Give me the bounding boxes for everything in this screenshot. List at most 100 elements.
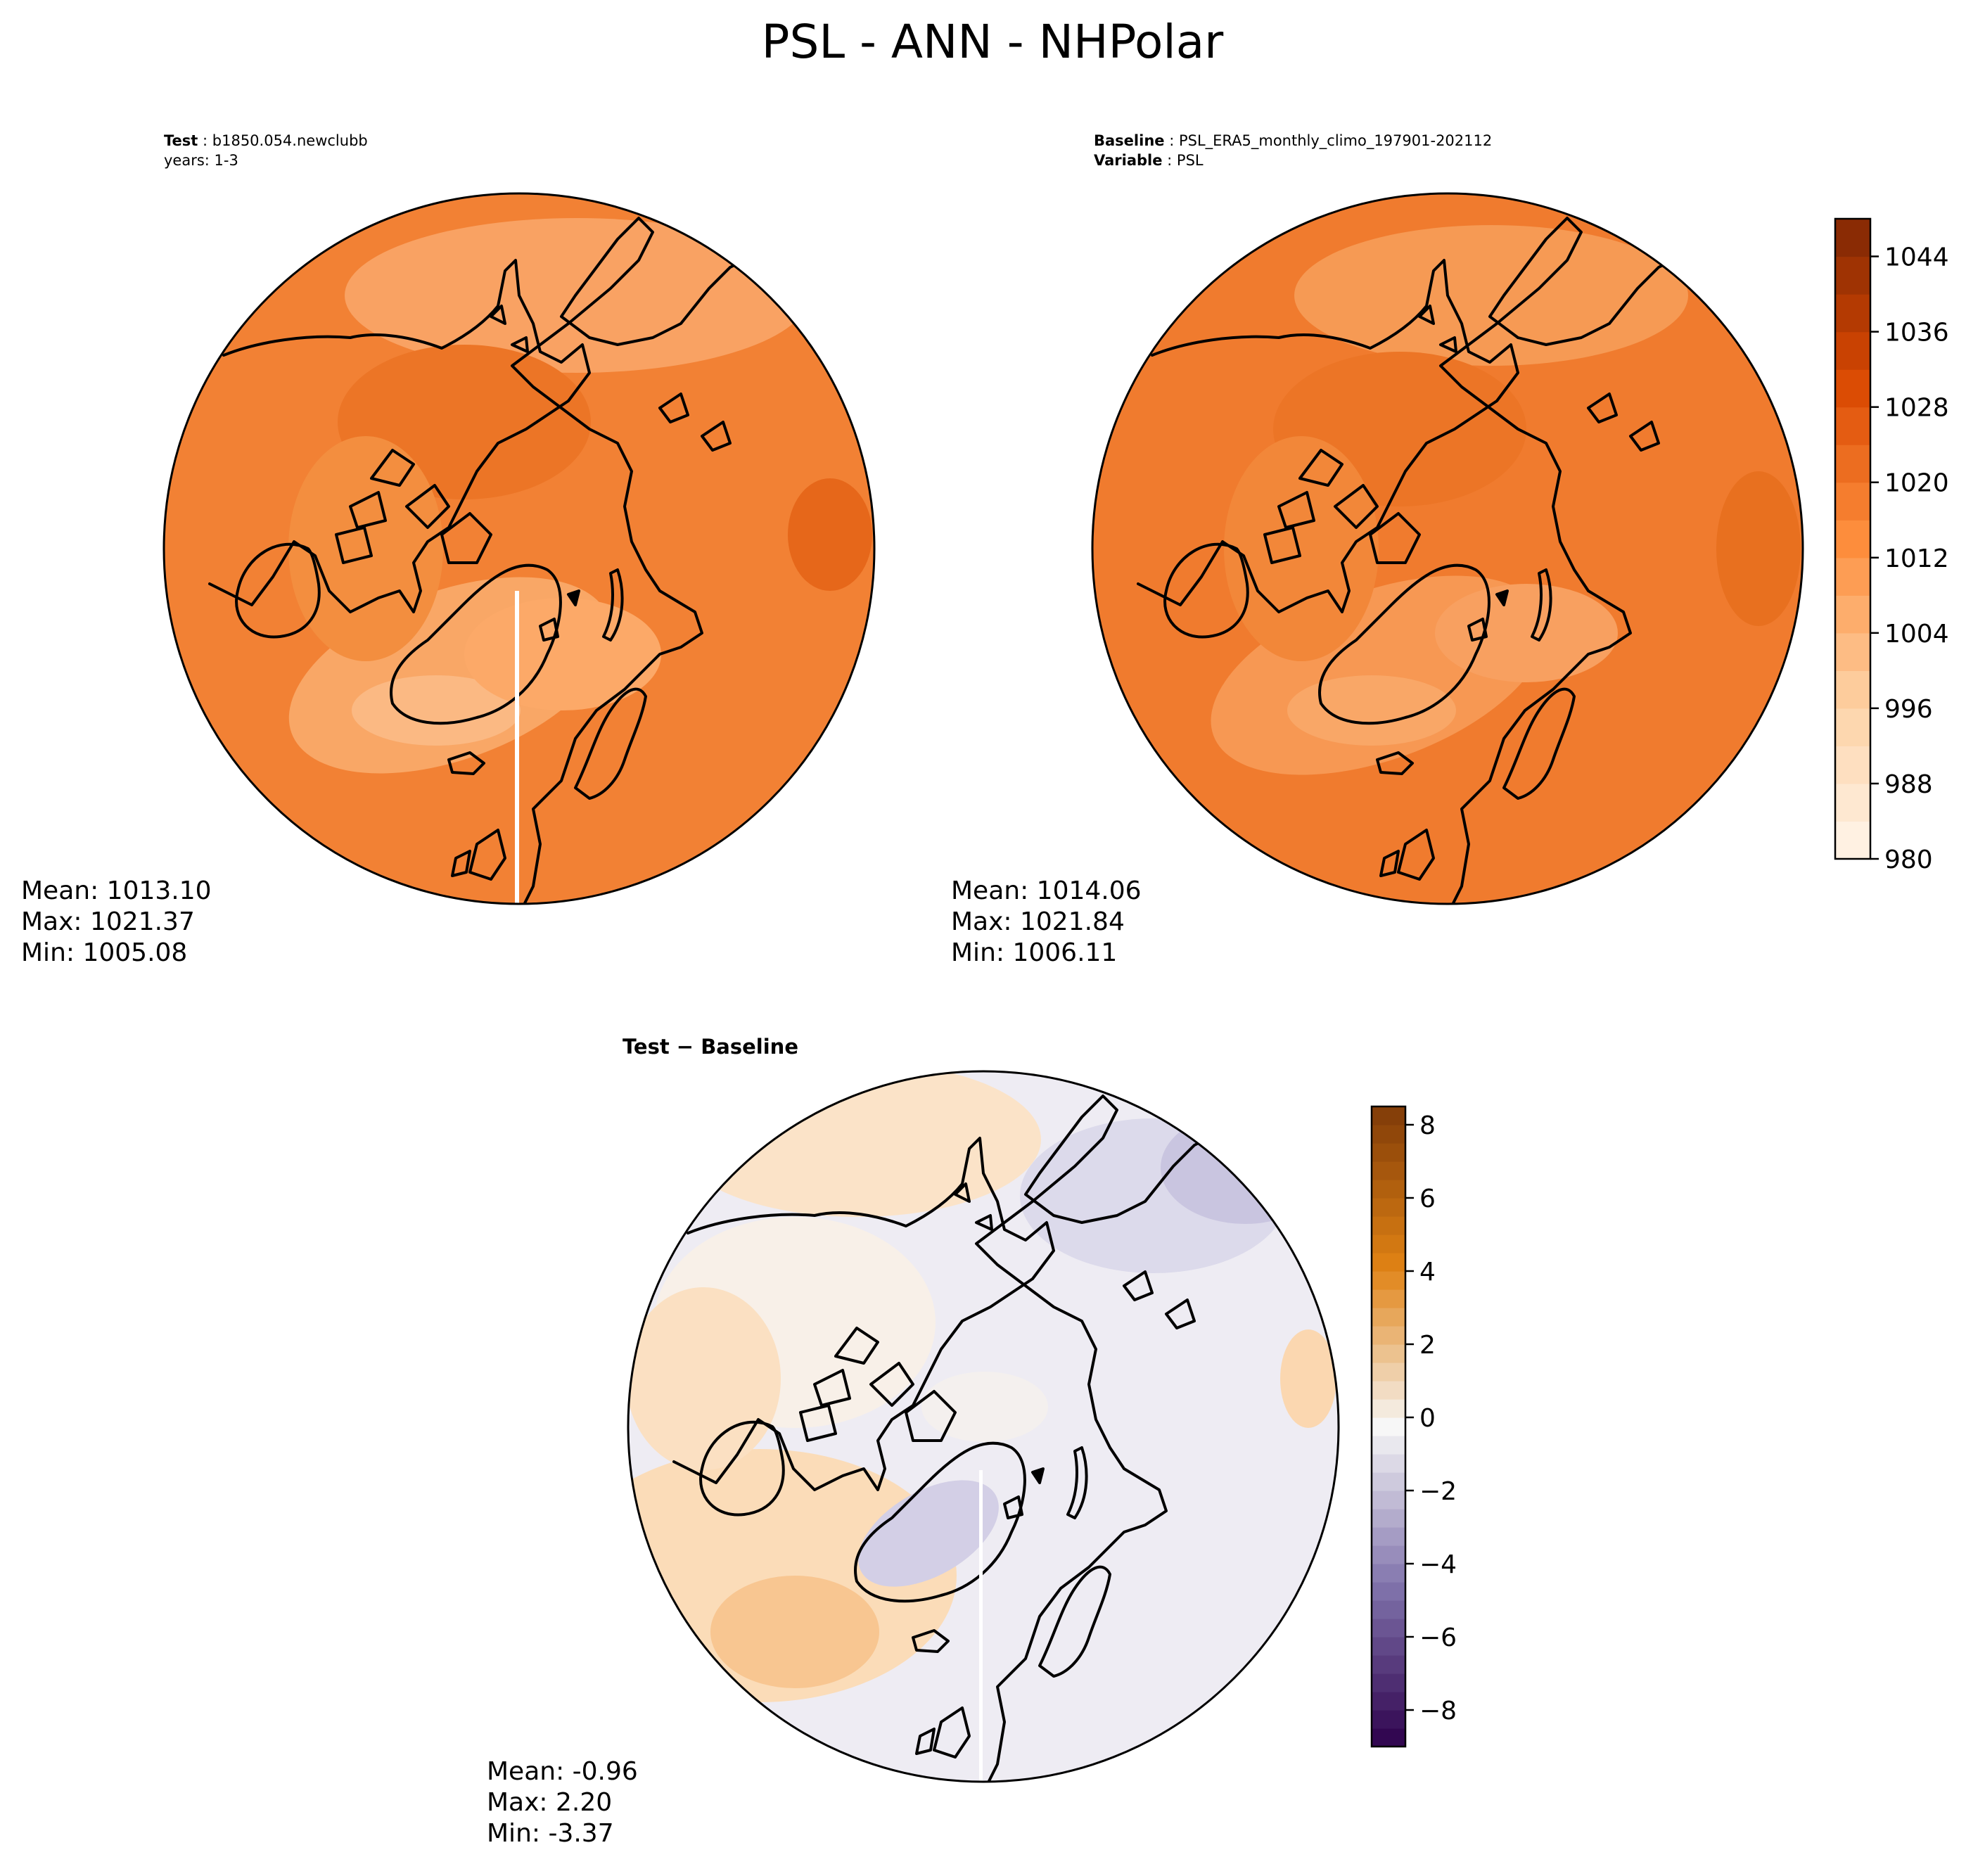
difference-colorbar-tick-label: 8 <box>1419 1111 1436 1140</box>
difference-colorbar-tick-label: 0 <box>1419 1404 1436 1433</box>
baseline-colorbar-level <box>1835 783 1870 822</box>
difference-colorbar-level <box>1372 1582 1405 1601</box>
difference-colorbar-level <box>1372 1655 1405 1674</box>
difference-colorbar-level <box>1372 1454 1405 1473</box>
figure-title: PSL - ANN - NHPolar <box>762 15 1225 69</box>
baseline-colorbar-tick-label: 1012 <box>1884 544 1949 573</box>
baseline-colorbar-level <box>1835 256 1870 295</box>
difference-colorbar-level <box>1372 1564 1405 1583</box>
difference-colorbar-level <box>1372 1161 1405 1180</box>
difference-colorbar-frame <box>1370 1105 1407 1748</box>
baseline-colorbar-level <box>1835 219 1870 257</box>
baseline-colorbar-level <box>1835 670 1870 709</box>
difference-colorbar-level <box>1372 1180 1405 1199</box>
difference-colorbar-level <box>1372 1436 1405 1455</box>
difference-seam <box>979 1470 983 1782</box>
baseline-colorbar-tick-label: 1004 <box>1884 620 1949 649</box>
difference-label: Test − Baseline <box>623 1035 798 1059</box>
difference-colorbar-level <box>1372 1326 1405 1345</box>
difference-colorbar: −8 −6 −4 −2 0 2 4 6 8 <box>1370 1105 1457 1748</box>
difference-field-pole <box>921 1372 1048 1442</box>
baseline-field-icelandic-core <box>1287 675 1456 746</box>
difference-field-greenland-neg <box>858 1480 999 1587</box>
test-field-icelandic-core <box>352 675 521 746</box>
test-label-value: b1850.054.newclubb <box>212 132 368 149</box>
difference-colorbar-level <box>1372 1289 1405 1308</box>
baseline-label-bold: Baseline <box>1094 132 1165 149</box>
difference-colorbar-level <box>1372 1125 1405 1144</box>
baseline-colorbar-tick-label: 996 <box>1884 695 1933 724</box>
test-map <box>164 193 874 904</box>
difference-colorbar-tick-label: 4 <box>1419 1258 1436 1287</box>
difference-field-atlantic-core <box>710 1576 879 1688</box>
difference-mean: Mean: -0.96 <box>487 1757 638 1786</box>
difference-colorbar-level <box>1372 1637 1405 1656</box>
difference-colorbar-tick-label: 2 <box>1419 1331 1436 1360</box>
difference-colorbar-level <box>1372 1545 1405 1564</box>
difference-colorbar-level <box>1372 1399 1405 1418</box>
baseline-colorbar: 980 988 996 1004 1012 1020 1028 1036 1044 <box>1834 217 1949 874</box>
test-label-bold: Test <box>164 132 198 149</box>
difference-colorbar-level <box>1372 1692 1405 1711</box>
baseline-colorbar-tick-label: 1044 <box>1884 243 1949 272</box>
test-panel: Test : b1850.054.newclubb years: 1-3 Mea… <box>21 132 876 967</box>
test-max: Max: 1021.37 <box>21 907 195 936</box>
difference-colorbar-level <box>1372 1216 1405 1235</box>
difference-colorbar-level <box>1372 1600 1405 1619</box>
difference-colorbar-level <box>1372 1381 1405 1400</box>
baseline-map <box>1092 193 1803 904</box>
baseline-label-value: PSL_ERA5_monthly_climo_197901-202112 <box>1179 132 1492 150</box>
difference-colorbar-level <box>1372 1417 1405 1436</box>
test-min: Min: 1005.08 <box>21 938 187 967</box>
test-mean: Mean: 1013.10 <box>21 876 212 905</box>
baseline-colorbar-tick-label: 1028 <box>1884 394 1949 423</box>
difference-colorbar-tick-label: 6 <box>1419 1185 1436 1213</box>
difference-colorbar-level <box>1372 1710 1405 1729</box>
baseline-panel: Baseline : PSL_ERA5_monthly_climo_197901… <box>951 132 1949 967</box>
baseline-mean: Mean: 1014.06 <box>951 876 1142 905</box>
baseline-field-greenland <box>1224 436 1379 661</box>
baseline-min: Min: 1006.11 <box>951 938 1117 967</box>
difference-colorbar-level <box>1372 1728 1405 1747</box>
baseline-colorbar-tick-label: 980 <box>1884 846 1933 874</box>
difference-colorbar-tick-label: −2 <box>1419 1477 1457 1506</box>
baseline-colorbar-frame <box>1834 217 1872 860</box>
baseline-colorbar-level <box>1835 595 1870 634</box>
difference-colorbar-tick-label: −4 <box>1419 1550 1457 1579</box>
baseline-colorbar-level <box>1835 369 1870 408</box>
difference-field-pacific-pos <box>675 1071 1041 1217</box>
difference-field-east-pos <box>1280 1329 1336 1428</box>
difference-colorbar-level <box>1372 1472 1405 1491</box>
difference-colorbar-level <box>1372 1106 1405 1125</box>
difference-colorbar-level <box>1372 1308 1405 1327</box>
difference-colorbar-level <box>1372 1363 1405 1382</box>
baseline-colorbar-level <box>1835 482 1870 521</box>
test-field-east-high <box>788 478 872 591</box>
variable-label: Variable : PSL <box>1094 152 1204 169</box>
baseline-label: Baseline : PSL_ERA5_monthly_climo_197901… <box>1094 132 1492 150</box>
difference-colorbar-level <box>1372 1344 1405 1363</box>
difference-panel: Test − Baseline Mean: -0.96 Max: 2.20 Mi… <box>487 1035 1457 1848</box>
baseline-map-border <box>1091 192 1804 905</box>
difference-max: Max: 2.20 <box>487 1788 612 1817</box>
test-seam <box>515 591 519 904</box>
variable-label-value: PSL <box>1177 152 1204 169</box>
difference-colorbar-level <box>1372 1253 1405 1272</box>
difference-colorbar-level <box>1372 1673 1405 1692</box>
test-map-border <box>162 192 876 905</box>
test-label: Test : b1850.054.newclubb <box>164 132 368 149</box>
baseline-colorbar-level <box>1835 407 1870 445</box>
baseline-colorbar-level <box>1835 632 1870 671</box>
difference-colorbar-tick-label: −8 <box>1419 1697 1457 1725</box>
difference-colorbar-level <box>1372 1509 1405 1528</box>
baseline-colorbar-level <box>1835 331 1870 370</box>
baseline-colorbar-level <box>1835 520 1870 559</box>
baseline-colorbar-level <box>1835 746 1870 784</box>
baseline-field-nordic-low <box>1435 584 1618 682</box>
baseline-max: Max: 1021.84 <box>951 907 1125 936</box>
difference-colorbar-level <box>1372 1271 1405 1290</box>
difference-colorbar-level <box>1372 1143 1405 1162</box>
difference-field-siberia-core <box>1161 1111 1329 1224</box>
variable-label-bold: Variable <box>1094 152 1162 169</box>
